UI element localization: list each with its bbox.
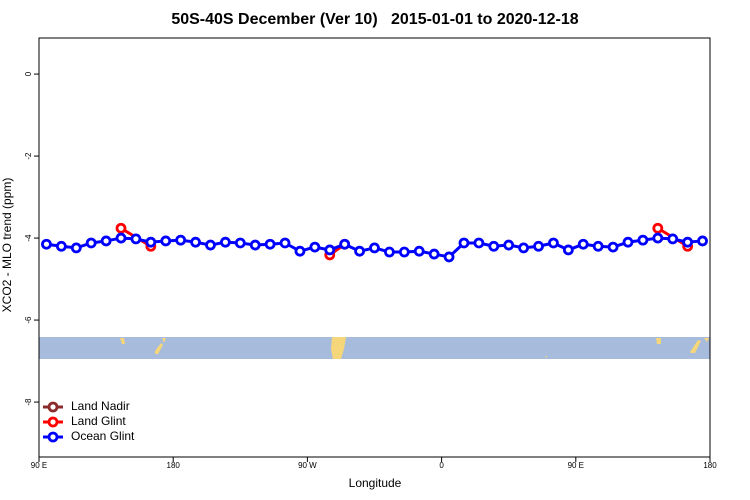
point [145,236,157,248]
point [592,240,604,252]
y-tick-label: 0 [24,71,33,76]
point [652,232,664,244]
point [369,242,380,254]
point [190,236,201,248]
point [413,245,425,257]
y-tick-label: -2 [24,152,33,160]
point [473,237,485,249]
map-strip [39,337,710,359]
point [249,239,261,251]
x-tick-label: 180 [167,461,181,470]
point [458,237,470,249]
x-tick-label: 90 W [298,461,317,470]
point [548,237,559,249]
point [667,233,679,245]
point [219,236,231,248]
x-tick-label: 90 E [31,461,47,470]
point [577,238,589,250]
x-tick-label: 180 [703,461,717,470]
point [697,235,708,247]
point [607,241,619,253]
point [264,238,276,250]
point [488,240,500,252]
point [384,246,395,258]
point [294,245,306,257]
point [160,235,172,247]
point [398,246,410,258]
point [130,233,142,245]
legend-label: Land Glint [71,414,126,428]
point [622,236,634,248]
x-tick-label: 90 E [568,461,584,470]
point [518,242,530,254]
point [443,251,455,263]
point [55,240,67,252]
y-tick-label: -6 [24,316,33,324]
point [428,248,440,260]
point [234,237,246,249]
y-tick-label: -4 [24,234,33,242]
point [279,237,291,249]
point [637,234,649,246]
point [652,222,664,234]
point [41,238,52,250]
point [100,235,112,247]
point [324,244,336,256]
x-axis-label: Longitude [349,476,402,490]
point [115,232,127,244]
point [562,244,574,256]
legend-label: Land Nadir [71,399,130,413]
y-tick-label: -8 [24,398,33,406]
point [533,240,544,252]
legend-label: Ocean Glint [71,429,135,443]
point [70,242,82,254]
x-tick-label: 0 [439,461,444,470]
legend-marker [47,416,59,428]
legend-marker [47,431,59,443]
point [115,222,127,234]
point [175,234,187,246]
point [354,245,365,257]
point [339,238,351,250]
point [682,236,694,248]
chart-title: 50S-40S December (Ver 10) 2015-01-01 to … [171,11,578,28]
legend-marker [47,401,59,413]
point [85,237,97,249]
point [309,241,321,253]
point [503,239,515,251]
point [205,239,216,251]
plot-frame [38,37,711,458]
y-axis-label: XCO2 - MLO trend (ppm) [0,178,14,313]
